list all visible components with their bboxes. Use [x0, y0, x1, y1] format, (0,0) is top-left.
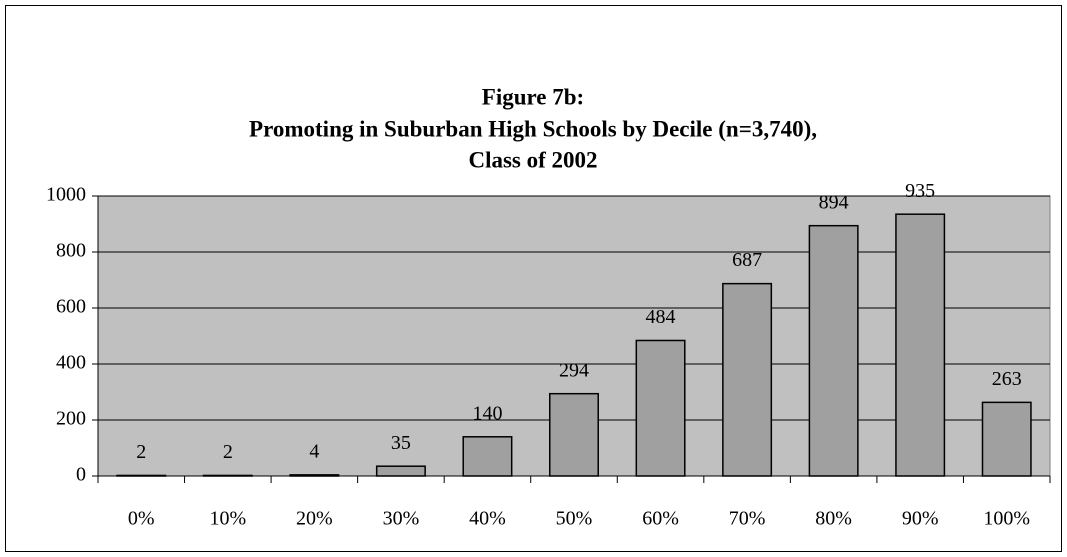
chart-title: Figure 7b:	[482, 84, 584, 109]
data-label: 263	[992, 368, 1022, 390]
x-tick-label: 10%	[209, 508, 246, 530]
x-tick-label: 100%	[983, 508, 1030, 530]
y-tick-label: 1000	[46, 184, 86, 206]
bar	[808, 224, 859, 477]
x-tick-label: 30%	[383, 508, 420, 530]
y-tick-label: 0	[76, 464, 86, 486]
bar	[289, 474, 340, 477]
y-tick-label: 600	[56, 296, 86, 318]
x-tick-label: 0%	[128, 508, 155, 530]
x-tick-label: 40%	[469, 508, 506, 530]
data-label: 294	[559, 359, 589, 381]
x-tick-label: 80%	[815, 508, 852, 530]
y-tick-label: 200	[56, 408, 86, 430]
data-label: 4	[309, 440, 319, 462]
bar	[895, 213, 946, 477]
x-tick-label: 50%	[556, 508, 593, 530]
y-tick-label: 800	[56, 240, 86, 262]
bar	[202, 474, 253, 477]
bar	[635, 339, 686, 477]
x-tick-label: 20%	[296, 508, 333, 530]
data-label: 687	[732, 249, 762, 271]
chart-title: Class of 2002	[468, 147, 597, 172]
x-tick-label: 90%	[902, 508, 939, 530]
bar	[462, 436, 513, 477]
bar	[981, 401, 1032, 477]
chart-title: Promoting in Suburban High Schools by De…	[249, 116, 817, 141]
y-tick-label: 400	[56, 352, 86, 374]
data-label: 140	[472, 402, 502, 424]
x-tick-label: 70%	[729, 508, 766, 530]
data-label: 2	[223, 441, 233, 463]
data-label: 2	[136, 441, 146, 463]
data-label: 894	[819, 191, 849, 213]
x-tick-label: 60%	[642, 508, 679, 530]
data-label: 484	[646, 306, 676, 328]
bar	[549, 392, 599, 477]
bar	[375, 465, 426, 477]
bar	[116, 474, 167, 477]
data-label: 35	[391, 432, 411, 454]
bar	[722, 282, 773, 477]
data-label: 935	[905, 180, 935, 202]
